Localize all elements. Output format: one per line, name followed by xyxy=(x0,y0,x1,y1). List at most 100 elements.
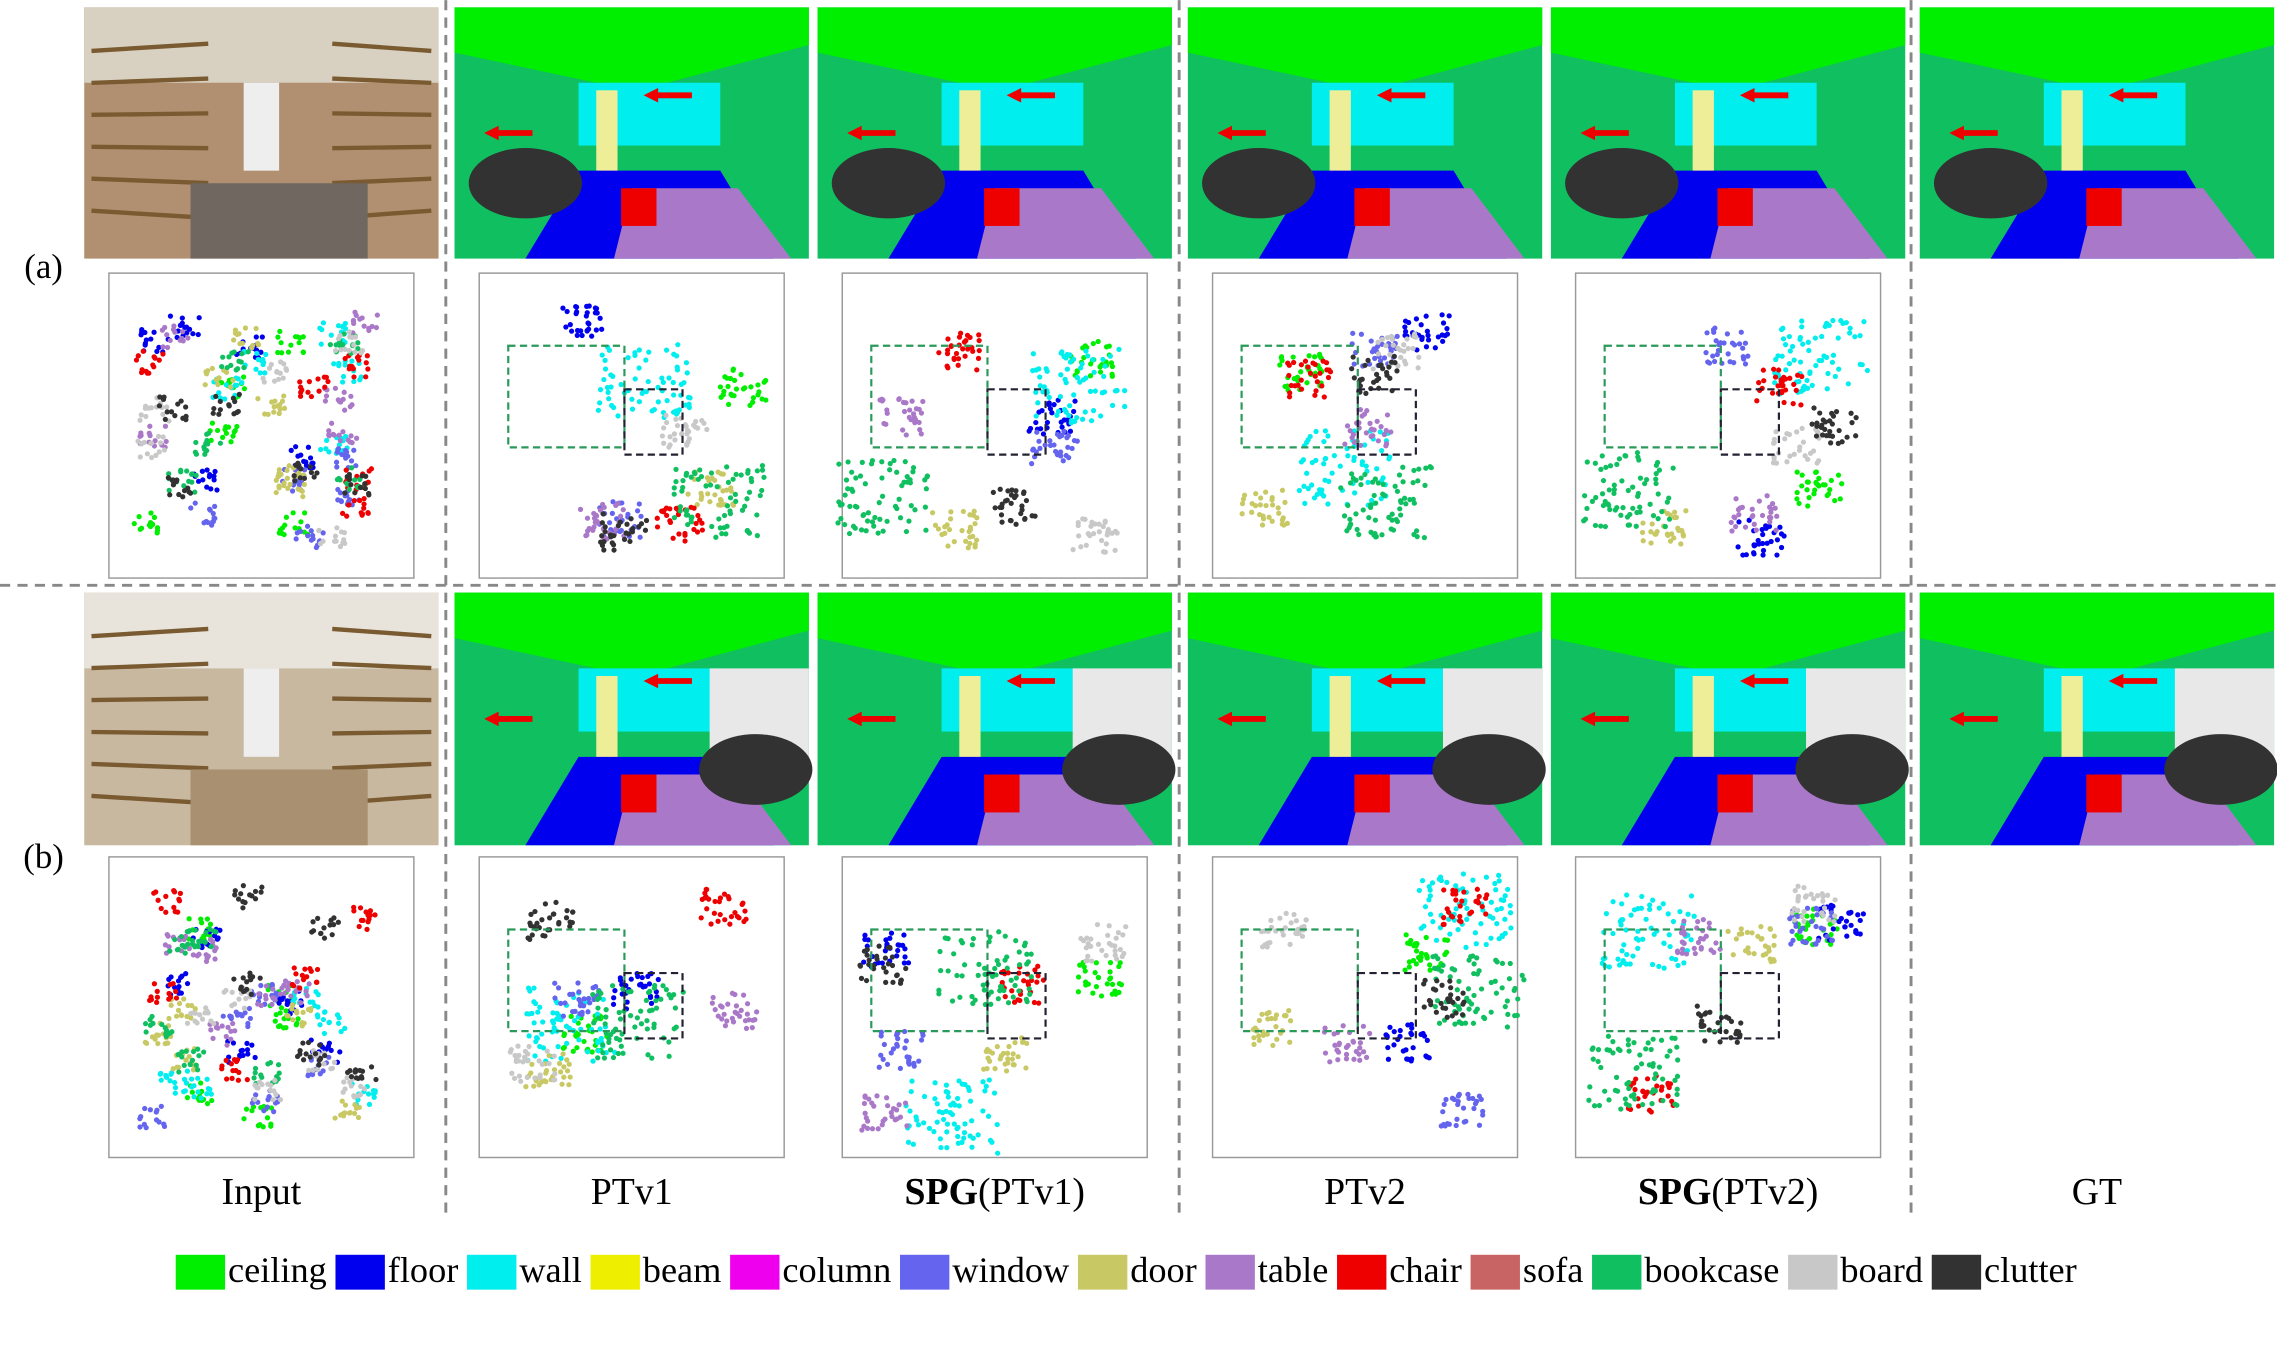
tsne-point xyxy=(318,446,324,453)
tsne-point xyxy=(1302,500,1308,506)
tsne-point xyxy=(651,985,657,991)
tsne-point xyxy=(647,994,654,1001)
seg-clutter xyxy=(1795,734,1909,805)
tsne-point xyxy=(1805,922,1811,928)
tsne-point xyxy=(1815,481,1821,488)
tsne-point xyxy=(1779,388,1785,394)
tsne-point xyxy=(1735,507,1742,513)
tsne-point xyxy=(181,996,187,1002)
tsne-point xyxy=(533,1038,539,1045)
tsne-point xyxy=(586,321,592,327)
tsne-point xyxy=(932,1096,938,1102)
tsne-point xyxy=(1666,495,1672,501)
tsne-point xyxy=(1096,529,1102,535)
tsne-point xyxy=(290,1017,296,1023)
tsne-point xyxy=(1478,986,1485,992)
tsne-point xyxy=(1415,478,1421,484)
tsne-point xyxy=(859,459,865,465)
tsne-point xyxy=(1640,1088,1646,1094)
tsne-point xyxy=(1672,1101,1678,1107)
tsne-point xyxy=(1087,388,1094,394)
tsne-point xyxy=(1446,998,1452,1004)
tsne-point xyxy=(761,474,767,480)
tsne-point xyxy=(1842,924,1848,930)
tsne-point xyxy=(239,351,245,357)
tsne-point xyxy=(693,418,699,425)
tsne-point xyxy=(1005,488,1011,494)
tsne-point xyxy=(232,888,238,894)
tsne-point xyxy=(1829,359,1836,365)
tsne-point xyxy=(936,987,942,993)
tsne-point xyxy=(1313,388,1319,394)
tsne-point xyxy=(1397,506,1403,512)
tsne-point xyxy=(1647,902,1653,908)
tsne-point xyxy=(705,491,711,497)
tsne-point xyxy=(739,901,745,908)
tsne-point xyxy=(1582,516,1589,522)
tsne-point xyxy=(1671,514,1678,521)
tsne-point xyxy=(204,916,211,922)
tsne-point xyxy=(1071,392,1077,398)
tsne-point xyxy=(1416,466,1422,472)
tsne-point xyxy=(1711,358,1718,365)
tsne-point xyxy=(1432,345,1438,351)
tsne-point xyxy=(1711,329,1717,335)
row-label: (a) xyxy=(24,247,63,286)
tsne-point xyxy=(300,349,306,356)
tsne-point xyxy=(151,514,158,520)
tsne-point xyxy=(1103,344,1110,350)
shelf xyxy=(91,661,209,671)
tsne-point xyxy=(137,1124,143,1130)
tsne-point xyxy=(1353,511,1359,517)
tsne-point xyxy=(672,437,678,443)
shelf xyxy=(91,729,209,736)
tsne-point xyxy=(1660,901,1666,907)
tsne-point xyxy=(234,382,240,388)
tsne-point xyxy=(251,1075,257,1081)
tsne-point xyxy=(1008,492,1015,498)
column-label-text: Input xyxy=(222,1171,302,1213)
tsne-point xyxy=(529,1061,535,1067)
tsne-point xyxy=(869,1126,876,1132)
tsne-point xyxy=(532,1075,538,1081)
tsne-point xyxy=(205,519,211,526)
tsne-point xyxy=(1738,1020,1744,1026)
seg-table xyxy=(2079,188,2257,259)
tsne-point xyxy=(879,1122,885,1128)
tsne-point xyxy=(724,464,730,470)
tsne-point xyxy=(229,989,235,995)
tsne-point xyxy=(338,1028,344,1035)
tsne-point xyxy=(578,328,584,334)
tsne-point xyxy=(1109,981,1116,987)
tsne-point xyxy=(1025,982,1032,988)
tsne-point xyxy=(1754,398,1760,404)
tsne-point xyxy=(864,518,871,524)
tsne-point xyxy=(1356,1051,1362,1057)
tsne-point xyxy=(525,1058,531,1064)
tsne-point xyxy=(525,1051,531,1057)
tsne-point xyxy=(1606,487,1612,493)
tsne-point xyxy=(1827,487,1833,493)
tsne-point xyxy=(259,1074,265,1080)
tsne-point xyxy=(542,901,549,907)
tsne-point xyxy=(936,1109,943,1115)
tsne-point xyxy=(1344,423,1351,429)
tsne-point xyxy=(1814,420,1820,426)
tsne-point xyxy=(727,508,733,514)
tsne-point xyxy=(1478,1096,1484,1102)
tsne-point xyxy=(1263,489,1269,495)
tsne-point xyxy=(1263,502,1269,509)
legend-label: clutter xyxy=(1984,1250,2077,1290)
tsne-point xyxy=(717,911,723,918)
tsne-point xyxy=(1005,1000,1012,1006)
tsne-point xyxy=(1117,946,1123,953)
tsne-point xyxy=(942,524,948,530)
tsne-point xyxy=(317,1042,323,1048)
tsne-point xyxy=(356,923,362,930)
tsne-point xyxy=(1795,883,1801,889)
tsne-point xyxy=(1679,946,1686,952)
tsne-point xyxy=(999,519,1005,525)
tsne-point xyxy=(1733,1031,1739,1037)
tsne-point xyxy=(1476,1122,1483,1128)
shelf xyxy=(91,144,209,151)
